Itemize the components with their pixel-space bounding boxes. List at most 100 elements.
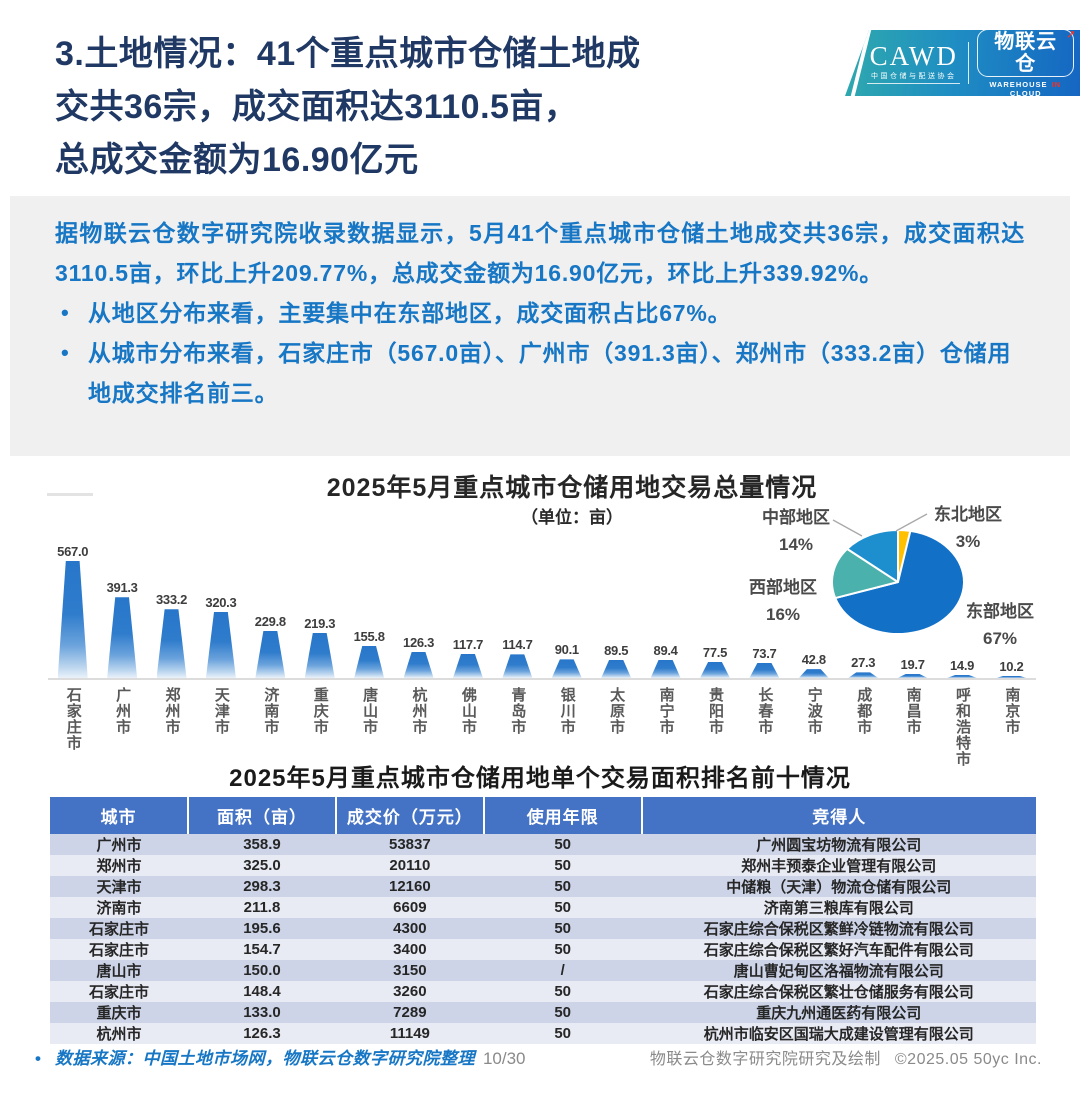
table-column-header: 使用年限 [483,797,643,834]
bar [452,653,483,678]
pie-label-northeast-region: 东北地区 3% [918,501,1018,555]
bar-city-label: 重庆市 [311,687,329,735]
table-cell: 50 [483,1002,642,1023]
bar-slot: 155.8 [344,533,393,678]
bar-slot: 229.8 [246,533,295,678]
city-slot: 呼和浩特市 [937,687,986,767]
bar-city-label: 贵阳市 [706,687,724,735]
bar-slot: 391.3 [97,533,146,678]
bar-value-label: 333.2 [155,592,188,608]
brand-logo-text: 物联云仓 ➚ [977,30,1076,77]
table-cell: 11149 [335,1023,484,1044]
bar-chart-unit-subtitle: （单位：亩） [521,508,623,527]
table-cell: 50 [483,1023,642,1044]
table-row: 郑州市 325.0 20110 50 郑州丰预泰企业管理有限公司 [50,855,1036,876]
pie-svg [831,513,965,635]
pie-label-name: 中部地区 [762,508,830,527]
bar-slot: 89.5 [591,533,640,678]
bar-value-label: 219.3 [304,615,336,631]
bar-value-label: 90.1 [554,642,579,658]
table-cell: 石家庄综合保税区繁鲜冷链物流有限公司 [641,918,1036,939]
page-title: 3.土地情况：41个重点城市仓储土地成 交共36宗，成交面积达3110.5亩， … [55,35,641,179]
bar-value-label: 117.7 [452,636,484,652]
bar-value-label: 73.7 [752,645,777,661]
city-slot: 贵阳市 [690,687,739,767]
bar-value-label: 10.2 [999,658,1024,674]
bar-city-label: 呼和浩特市 [954,687,972,767]
brand-logo-subtext: WAREHOUSE IN CLOUD [977,79,1074,97]
summary-bullet: 从地区分布来看，主要集中在东部地区，成交面积占比67%。 [55,293,1025,333]
bar-slot: 10.2 [987,533,1036,678]
bar [205,611,236,678]
pie-label-percent: 3% [955,532,981,551]
table-cell: 广州市 [50,834,189,855]
cawd-logo-subtext: 中国仓储与配送协会 [867,71,961,84]
table-cell: 郑州丰预泰企业管理有限公司 [641,855,1036,876]
bar-value-label: 14.9 [949,657,975,673]
brand-sub-word-accent: IN [1051,79,1062,89]
bar-chart-category-axis: 石家庄市 广州市 郑州市 天津市 济南市 重庆市 唐山市 杭州市 佛山市 青岛市 银川市 太原市 南宁市… [48,687,1036,767]
city-slot: 太原市 [591,687,640,767]
summary-bullet-text: 从城市分布来看，石家庄市（567.0亩）、广州市（391.3亩）、郑州市（333… [88,340,1012,406]
city-slot: 长春市 [740,687,789,767]
bar-city-label: 佛山市 [459,687,477,735]
table-cell: 石家庄市 [50,939,189,960]
table-row: 石家庄市 195.6 4300 50 石家庄综合保税区繁鲜冷链物流有限公司 [50,918,1036,939]
table-body: 广州市 358.9 53837 50 广州圆宝坊物流有限公司 郑州市 325.0 20110 5… [50,834,1036,1044]
city-slot: 广州市 [97,687,146,767]
city-slot: 成都市 [839,687,888,767]
bar [255,630,286,678]
bar-slot: 117.7 [443,533,492,678]
bar [798,669,829,678]
summary-bullet-list: 从地区分布来看，主要集中在东部地区，成交面积占比67%。 从城市分布来看，石家庄… [55,293,1025,413]
bar-slot: 27.3 [839,533,888,678]
table-cell: 杭州市临安区国瑞大成建设管理有限公司 [641,1023,1036,1044]
table-cell: 4300 [335,918,484,939]
bar [403,651,434,678]
bar-value-label: 126.3 [403,634,435,650]
bar-slot: 126.3 [394,533,443,678]
bar-city-label: 天津市 [212,687,230,735]
table-cell: 133.0 [188,1002,336,1023]
table-cell: 济南市 [50,897,189,918]
bar-value-label: 391.3 [106,580,138,596]
cawd-logo-text: CAWD [869,40,958,71]
footer-credit-text: 物联云仓数字研究院研究及绘制 [649,1051,881,1068]
pie-label-eastern-region: 东部地区 67% [950,598,1050,652]
bar-chart: 567.0 391.3 333.2 320.3 229.8 219.3 155.8 126.3… [48,535,1036,767]
pie-label-central-region: 中部地区 14% [746,504,846,558]
bar-city-label: 南昌市 [904,687,922,735]
table-cell: 50 [483,981,642,1002]
bar [502,654,533,678]
table-cell: 3150 [335,960,484,981]
table-column-header: 竞得人 [641,797,1036,834]
table-header: 城市 面积（亩） 成交价（万元） 使用年限 竞得人 [50,797,1036,834]
table-row: 杭州市 126.3 11149 50 杭州市临安区国瑞大成建设管理有限公司 [50,1023,1036,1044]
table-cell: 50 [483,876,642,897]
footer-copyright: ©2025.05 50yc Inc. [894,1051,1042,1068]
footer-credit: 物联云仓数字研究院研究及绘制 ©2025.05 50yc Inc. [650,1045,1042,1069]
bar-value-label: 155.8 [353,628,385,644]
table-cell: 211.8 [188,897,336,918]
table-row: 天津市 298.3 12160 50 中储粮（天津）物流仓储有限公司 [50,876,1036,897]
bar-value-label: 229.8 [254,613,286,629]
bar [107,597,138,678]
bar-chart-title: 2025年5月重点城市仓储用地交易总量情况 [326,474,818,502]
bar-city-label: 济南市 [262,687,280,735]
table-cell: 298.3 [188,876,336,897]
page-number: 10/30 [482,1049,526,1068]
table-cell: 358.9 [188,834,336,855]
brand-sub-word: WAREHOUSE [989,79,1048,89]
bar-slot: 73.7 [740,533,789,678]
bar-city-label: 银川市 [558,687,576,735]
bar-city-label: 青岛市 [509,687,527,735]
bar-slot: 219.3 [295,533,344,678]
bar-slot: 114.7 [493,533,542,678]
table-column-header: 成交价（万元） [335,797,485,834]
city-slot: 重庆市 [295,687,344,767]
table-cell: 50 [483,834,642,855]
table-cell: 50 [483,918,642,939]
city-slot: 杭州市 [394,687,443,767]
table-cell: 148.4 [188,981,336,1002]
